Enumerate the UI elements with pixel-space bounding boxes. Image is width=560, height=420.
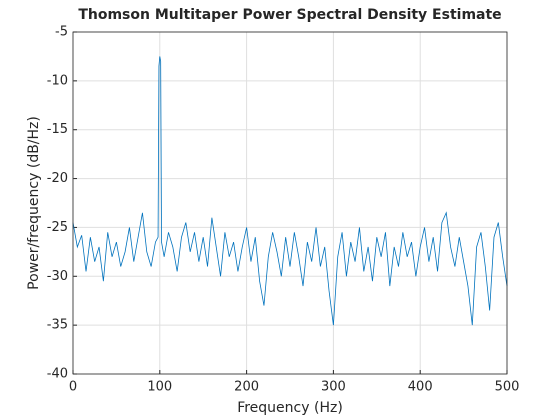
y-tick-label: -40	[47, 367, 68, 382]
x-tick-label: 400	[408, 380, 433, 395]
y-tick-label: -10	[47, 73, 68, 88]
y-tick-label: -20	[47, 171, 68, 186]
x-tick-label: 100	[147, 380, 172, 395]
chart-title: Thomson Multitaper Power Spectral Densit…	[78, 7, 501, 23]
x-axis-label: Frequency (Hz)	[237, 400, 343, 416]
plot-area	[73, 32, 507, 374]
y-tick-label: -35	[47, 318, 68, 333]
axes-box	[72, 31, 508, 375]
x-tick-label: 200	[234, 380, 259, 395]
y-axis-label: Power/frequency (dB/Hz)	[26, 116, 42, 290]
y-tick-label: -30	[47, 269, 68, 284]
data-line	[72, 56, 508, 326]
y-tick-label: -5	[55, 25, 68, 40]
x-tick-label: 300	[321, 380, 346, 395]
x-tick-label: 0	[69, 380, 77, 395]
y-tick-label: -15	[47, 122, 68, 137]
y-tick-label: -25	[47, 220, 68, 235]
x-tick-label: 500	[495, 380, 520, 395]
